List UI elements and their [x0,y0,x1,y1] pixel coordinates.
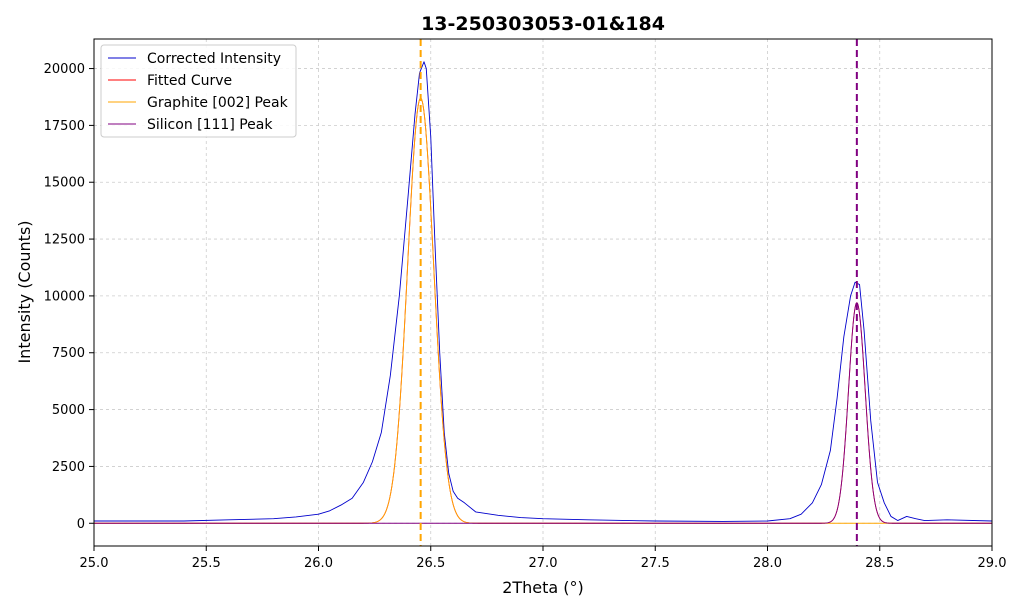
x-axis-label: 2Theta (°) [502,578,584,597]
chart-title: 13-250303053-01&184 [421,13,665,35]
y-tick-label: 10000 [44,289,85,304]
plot-series [94,61,993,524]
y-tick-label: 17500 [44,119,85,134]
y-tick-label: 5000 [52,403,85,418]
x-tick-label: 25.0 [80,556,109,571]
x-tick-label: 26.5 [416,556,445,571]
legend: Corrected Intensity Fitted Curve Graphite … [100,44,297,138]
y-tick-label: 2500 [52,460,85,475]
y-tick-label: 12500 [44,233,85,248]
legend-label: Graphite [002] Peak [147,95,289,111]
x-tick-label: 26.0 [304,556,333,571]
series-corrected-intensity [94,61,993,522]
x-tick-label: 25.5 [192,556,221,571]
y-axis-label: Intensity (Counts) [15,220,34,363]
legend-box [100,44,297,138]
y-tick-label: 7500 [52,346,85,361]
series-silicon-111-peak [94,302,992,524]
y-tick-label: 0 [77,517,85,532]
y-tick-label: 15000 [44,176,85,191]
x-tick-label: 28.0 [753,556,782,571]
legend-label: Silicon [111] Peak [147,117,273,133]
legend-label: Fitted Curve [147,73,232,89]
x-tick-label: 27.5 [641,556,670,571]
axis-ticks: 25.0 25.5 26.0 26.5 27.0 27.5 28.0 28.5 29.0 0 250… [44,62,1007,571]
x-tick-label: 29.0 [978,556,1007,571]
x-tick-label: 27.0 [529,556,558,571]
y-tick-label: 20000 [44,62,85,77]
x-tick-label: 28.5 [865,556,894,571]
legend-label: Corrected Intensity [147,51,281,67]
reference-lines [419,39,858,546]
